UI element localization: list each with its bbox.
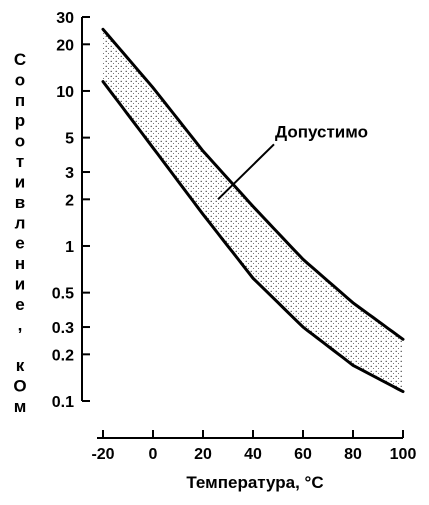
y-tick-label: 30 (56, 10, 74, 27)
x-tick-label: 40 (244, 446, 262, 463)
x-tick-label: -20 (91, 446, 114, 463)
x-tick-label: 60 (294, 446, 312, 463)
upper-limit-curve (101, 27, 405, 341)
y-axis-title-char: и (15, 275, 25, 294)
x-tick-label: 20 (194, 446, 212, 463)
y-axis-title-char: е (15, 234, 24, 253)
y-tick-label: 2 (65, 192, 74, 209)
y-axis-title-char: О (13, 377, 26, 396)
y-axis-ticks: 30 20 10 5 3 2 1 0.5 0.3 0.2 0.1 (52, 10, 90, 411)
y-axis-title-char: р (15, 111, 25, 130)
x-axis-ticks: -20 0 20 40 60 80 100 (91, 430, 416, 463)
y-axis-title-char: п (15, 91, 25, 110)
annotation-label: Допустимо (275, 122, 368, 141)
y-axis-title-char: е (15, 295, 24, 314)
lower-limit-curve (101, 80, 405, 394)
y-axis-title-char: т (16, 152, 24, 171)
y-axis-title-char: л (15, 213, 26, 232)
y-axis-title-char: м (14, 397, 27, 416)
y-axis-title-char: С (14, 50, 26, 69)
y-axis-title-char: о (15, 70, 25, 89)
x-axis-title: Температура, °C (186, 473, 323, 492)
y-axis-title-char: о (15, 132, 25, 151)
y-tick-label: 0.5 (52, 286, 74, 303)
y-tick-label: 0.3 (52, 320, 74, 337)
x-tick-label: 0 (149, 446, 158, 463)
y-tick-label: 0.2 (52, 347, 74, 364)
y-axis-title-char: к (16, 356, 25, 375)
y-axis-title-char: и (15, 172, 25, 191)
y-tick-label: 1 (65, 239, 74, 256)
y-axis-title-char: в (15, 193, 25, 212)
x-tick-label: 80 (344, 446, 362, 463)
y-tick-label: 0.1 (52, 394, 74, 411)
y-tick-label: 10 (56, 84, 74, 101)
y-tick-label: 20 (56, 37, 74, 54)
y-axis-title-char: , (18, 315, 23, 334)
annotation-leader-line (217, 143, 275, 201)
y-tick-label: 3 (65, 165, 74, 182)
y-tick-label: 5 (65, 131, 74, 148)
x-tick-label: 100 (390, 446, 417, 463)
y-axis-title-char: н (15, 254, 25, 273)
